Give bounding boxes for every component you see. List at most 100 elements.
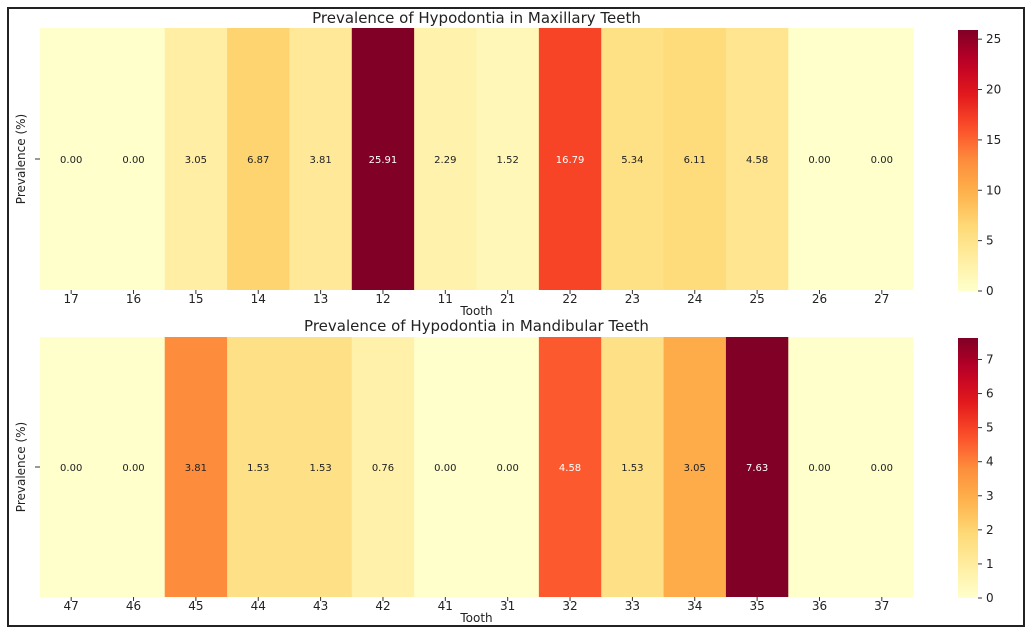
cell-value-label: 0.00	[122, 155, 144, 166]
x-axis-label: Tooth	[459, 611, 492, 625]
colorbar	[958, 338, 978, 598]
colorbar-tick-label: 20	[986, 83, 1001, 97]
cell-value-label: 25.91	[369, 155, 398, 166]
heatmap-cell	[102, 337, 166, 597]
cell-value-label: 1.53	[247, 463, 269, 474]
x-tick-label: 24	[687, 292, 702, 306]
cell-value-label: 0.00	[808, 155, 830, 166]
x-tick-label: 33	[625, 599, 640, 613]
colorbar-tick-label: 0	[986, 591, 994, 605]
heatmap-cell	[788, 337, 852, 597]
colorbar-tick-label: 0	[986, 284, 994, 298]
heatmap-cell	[476, 28, 540, 290]
colorbar-tick-label: 5	[986, 234, 994, 248]
x-tick-label: 15	[188, 292, 203, 306]
heatmap-cell	[788, 28, 852, 290]
heatmap-cell	[289, 28, 353, 290]
cell-value-label: 0.00	[871, 463, 893, 474]
colorbar-tick-label: 15	[986, 133, 1001, 147]
heatmap-cell	[601, 28, 665, 290]
x-axis-label: Tooth	[459, 304, 492, 318]
x-tick-label: 41	[438, 599, 453, 613]
heatmap-cell	[351, 337, 415, 597]
x-tick-label: 25	[749, 292, 764, 306]
heatmap-cell	[538, 28, 602, 290]
chart-title: Prevalence of Hypodontia in Mandibular T…	[304, 317, 649, 335]
cell-value-label: 16.79	[556, 155, 585, 166]
colorbar-tick-label: 2	[986, 523, 994, 537]
cell-value-label: 3.05	[185, 155, 207, 166]
cell-value-label: 6.87	[247, 155, 269, 166]
colorbar-tick-label: 3	[986, 489, 994, 503]
colorbar-tick-label: 5	[986, 421, 994, 435]
heatmap-cell	[102, 28, 166, 290]
cell-value-label: 0.00	[60, 155, 82, 166]
x-tick-label: 13	[313, 292, 328, 306]
colorbar-tick-label: 6	[986, 387, 994, 401]
x-tick-label: 34	[687, 599, 702, 613]
heatmap-cell	[725, 28, 789, 290]
colorbar	[958, 30, 978, 291]
cell-value-label: 7.63	[746, 463, 768, 474]
cell-value-label: 0.76	[372, 463, 394, 474]
x-tick-label: 17	[64, 292, 79, 306]
y-axis-label: Prevalence (%)	[14, 114, 28, 204]
cell-value-label: 6.11	[684, 155, 706, 166]
heatmap-cell	[601, 337, 665, 597]
cell-value-label: 0.00	[497, 463, 519, 474]
heatmap-cell	[850, 337, 914, 597]
heatmap-cell	[850, 28, 914, 290]
x-tick-label: 22	[562, 292, 577, 306]
cell-value-label: 5.34	[621, 155, 643, 166]
heatmap-cell	[414, 28, 477, 290]
cell-value-label: 2.29	[434, 155, 456, 166]
cell-value-label: 0.00	[122, 463, 144, 474]
x-tick-label: 35	[749, 599, 764, 613]
heatmap-cell	[227, 28, 290, 290]
chart-title: Prevalence of Hypodontia in Maxillary Te…	[312, 9, 641, 27]
x-tick-label: 46	[126, 599, 141, 613]
cell-value-label: 4.58	[559, 463, 581, 474]
x-tick-label: 11	[438, 292, 453, 306]
cell-value-label: 0.00	[871, 155, 893, 166]
cell-value-label: 1.53	[621, 463, 643, 474]
x-tick-label: 47	[64, 599, 79, 613]
colorbar-tick-label: 1	[986, 557, 994, 571]
x-tick-label: 37	[874, 599, 889, 613]
x-tick-label: 12	[375, 292, 390, 306]
x-tick-label: 36	[812, 599, 827, 613]
heatmap-cell	[476, 337, 540, 597]
x-tick-label: 31	[500, 599, 515, 613]
heatmap-cell	[164, 28, 228, 290]
cell-value-label: 0.00	[434, 463, 456, 474]
heatmap-cell	[663, 337, 727, 597]
heatmap-cell	[663, 28, 727, 290]
heatmap-cell	[40, 28, 103, 290]
x-tick-label: 21	[500, 292, 515, 306]
cell-value-label: 3.81	[309, 155, 331, 166]
x-tick-label: 42	[375, 599, 390, 613]
x-tick-label: 45	[188, 599, 203, 613]
colorbar-tick-label: 10	[986, 183, 1001, 197]
heatmap-cell	[725, 337, 789, 597]
cell-value-label: 3.81	[185, 463, 207, 474]
cell-value-label: 0.00	[60, 463, 82, 474]
heatmap-cell	[289, 337, 353, 597]
x-tick-label: 14	[251, 292, 266, 306]
x-tick-label: 26	[812, 292, 827, 306]
x-tick-label: 16	[126, 292, 141, 306]
heatmap-cell	[227, 337, 290, 597]
heatmap-cell	[538, 337, 602, 597]
colorbar-tick-label: 25	[986, 32, 1001, 46]
heatmap-cell	[40, 337, 103, 597]
colorbar-tick-label: 4	[986, 455, 994, 469]
x-tick-label: 23	[625, 292, 640, 306]
heatmap-cell	[351, 28, 415, 290]
x-tick-label: 27	[874, 292, 889, 306]
cell-value-label: 1.53	[309, 463, 331, 474]
heatmap-cell	[414, 337, 477, 597]
y-axis-label: Prevalence (%)	[14, 422, 28, 512]
x-tick-label: 44	[251, 599, 266, 613]
x-tick-label: 32	[562, 599, 577, 613]
